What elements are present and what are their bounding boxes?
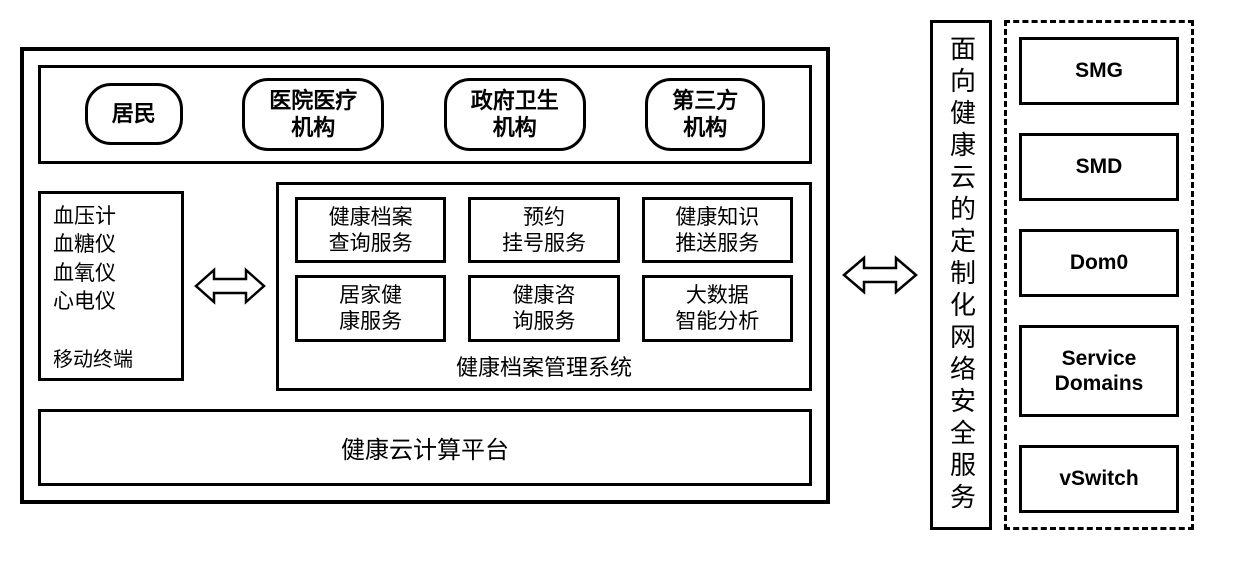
component-vswitch: vSwitch xyxy=(1019,445,1179,513)
security-column: 面向健康云的定制化网络安全服务 xyxy=(930,20,992,530)
entity-resident: 居民 xyxy=(85,83,183,145)
bidir-arrow-icon xyxy=(194,266,266,306)
device-box: 血压计 血糖仪 血氧仪 心电仪 移动终端 xyxy=(38,191,184,381)
service-appointment: 预约挂号服务 xyxy=(468,197,619,264)
device-item: 血糖仪 xyxy=(53,230,171,258)
diagram-root: 居民 医院医疗机构 政府卫生机构 第三方机构 血压计 血糖仪 血氧仪 心电仪 移… xyxy=(20,20,1220,530)
security-label: 面向健康云的定制化网络安全服务 xyxy=(943,35,980,515)
platform-box: 健康云计算平台 xyxy=(38,409,812,486)
device-item: 血氧仪 xyxy=(53,259,171,287)
entity-government: 政府卫生机构 xyxy=(444,78,586,151)
entity-hospital: 医院医疗机构 xyxy=(242,78,384,151)
services-grid: 健康档案查询服务 预约挂号服务 健康知识推送服务 居家健康服务 健康咨询服务 大… xyxy=(295,197,793,342)
service-consult: 健康咨询服务 xyxy=(468,275,619,342)
device-item: 血压计 xyxy=(53,202,171,230)
device-list: 血压计 血糖仪 血氧仪 心电仪 xyxy=(53,202,171,315)
terminal-label: 移动终端 xyxy=(53,343,171,372)
management-title: 健康档案管理系统 xyxy=(295,350,793,382)
entities-row: 居民 医院医疗机构 政府卫生机构 第三方机构 xyxy=(38,65,812,164)
main-panel: 居民 医院医疗机构 政府卫生机构 第三方机构 血压计 血糖仪 血氧仪 心电仪 移… xyxy=(20,47,830,504)
components-column: SMG SMD Dom0 ServiceDomains vSwitch xyxy=(1004,20,1194,530)
component-smg: SMG xyxy=(1019,37,1179,105)
middle-row: 血压计 血糖仪 血氧仪 心电仪 移动终端 健康档案查询服务 预约挂号服务 健康知… xyxy=(38,182,812,391)
component-dom0: Dom0 xyxy=(1019,229,1179,297)
device-item: 心电仪 xyxy=(53,287,171,315)
service-archive-query: 健康档案查询服务 xyxy=(295,197,446,264)
service-bigdata: 大数据智能分析 xyxy=(642,275,793,342)
bidir-arrow-icon xyxy=(842,254,918,296)
management-box: 健康档案查询服务 预约挂号服务 健康知识推送服务 居家健康服务 健康咨询服务 大… xyxy=(276,182,812,391)
entity-thirdparty: 第三方机构 xyxy=(645,78,765,151)
service-knowledge-push: 健康知识推送服务 xyxy=(642,197,793,264)
service-home-health: 居家健康服务 xyxy=(295,275,446,342)
component-smd: SMD xyxy=(1019,133,1179,201)
component-service-domains: ServiceDomains xyxy=(1019,325,1179,417)
